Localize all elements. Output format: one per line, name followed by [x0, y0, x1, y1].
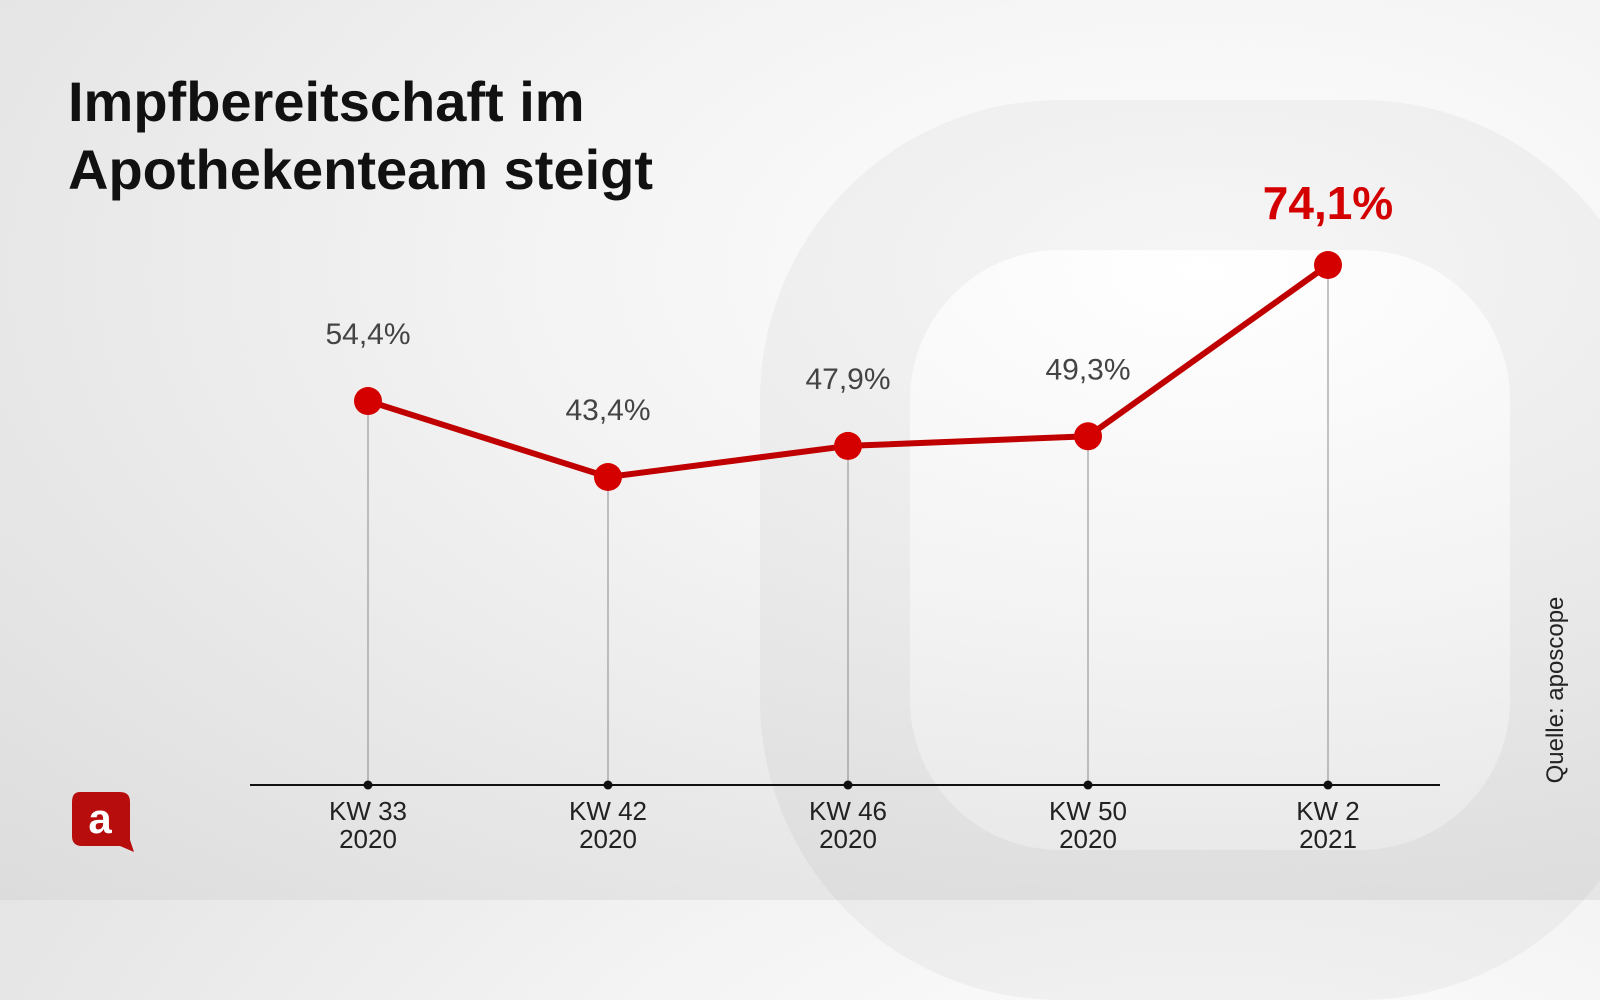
- x-tick-label: KW 42: [569, 796, 647, 826]
- data-point: [1314, 251, 1342, 279]
- x-axis-tick: [1323, 780, 1333, 790]
- chart-title-line-2: Apothekenteam steigt: [68, 138, 653, 201]
- source-note: Quelle: aposcope: [1542, 596, 1569, 784]
- data-label: 54,4%: [325, 318, 410, 351]
- x-axis-tick: [843, 780, 853, 790]
- data-label: 43,4%: [565, 394, 650, 427]
- data-label: 49,3%: [1045, 353, 1130, 386]
- x-tick-label-year: 2020: [339, 824, 397, 854]
- x-tick-label: KW 46: [809, 796, 887, 826]
- data-point: [834, 431, 862, 460]
- chart-title-line-1: Impfbereitschaft im: [68, 70, 585, 133]
- x-tick-label-year: 2021: [1299, 824, 1357, 854]
- x-axis-tick: [363, 780, 373, 790]
- x-tick-label: KW 33: [329, 796, 407, 826]
- data-point: [594, 463, 622, 491]
- x-tick-label-year: 2020: [579, 824, 637, 854]
- x-tick-label-year: 2020: [1059, 824, 1117, 854]
- data-point: [354, 387, 382, 416]
- x-tick-label: KW 2: [1296, 796, 1360, 826]
- x-tick-label-year: 2020: [819, 824, 877, 854]
- chart-title: Impfbereitschaft im Apothekenteam steigt: [68, 68, 653, 204]
- data-label: 47,9%: [805, 363, 890, 396]
- data-point: [1074, 422, 1102, 451]
- logo-letter: a: [88, 795, 112, 842]
- data-label: 74,1%: [1263, 177, 1393, 229]
- x-tick-label: KW 50: [1049, 796, 1127, 826]
- apotheke-logo-icon: a: [72, 792, 134, 852]
- x-axis-tick: [603, 780, 613, 790]
- x-axis-tick: [1083, 780, 1093, 790]
